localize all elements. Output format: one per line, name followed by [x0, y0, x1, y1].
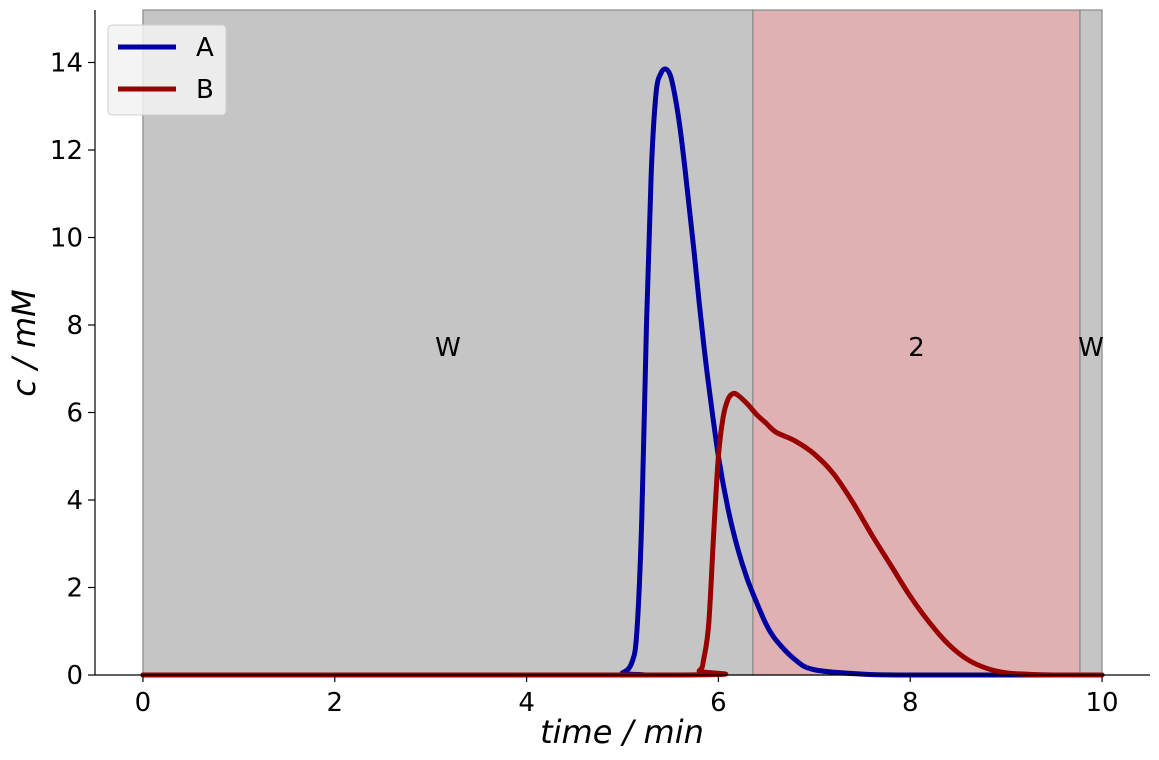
- x-tick-label: 10: [1085, 688, 1118, 718]
- y-tick-label: 0: [66, 661, 83, 691]
- y-axis-label: c / mM: [5, 289, 43, 397]
- x-tick-label: 2: [326, 688, 343, 718]
- y-tick-label: 12: [50, 136, 83, 166]
- x-tick-label: 0: [135, 688, 152, 718]
- region-label-2: 2: [908, 333, 925, 363]
- x-tick-label: 8: [902, 688, 919, 718]
- x-tick-label: 4: [518, 688, 535, 718]
- region-label-1: W: [435, 333, 461, 363]
- legend-label-A: A: [196, 33, 214, 63]
- y-tick-label: 10: [50, 224, 83, 254]
- y-tick-label: 14: [50, 49, 83, 79]
- series-lines-group: [140, 66, 1105, 678]
- y-tick-label: 6: [66, 399, 83, 429]
- series-line-B: [140, 390, 1105, 678]
- y-tick-label: 8: [66, 311, 83, 341]
- legend-label-B: B: [196, 75, 214, 105]
- y-tick-label: 2: [66, 574, 83, 604]
- x-axis-label: time / min: [540, 713, 704, 751]
- region-band-1: [142, 9, 754, 676]
- region-band-2: [752, 9, 1081, 676]
- axes-group: 0 2 4 6 8 10 0 2 4 6 8 10 12 14: [50, 10, 1150, 718]
- legend: AB: [107, 24, 227, 116]
- x-tick-label: 6: [710, 688, 727, 718]
- region-label-3: W: [1078, 333, 1104, 363]
- region-shading-group: W 2 W: [142, 9, 1104, 676]
- series-line-A: [140, 66, 1105, 678]
- y-tick-label: 4: [66, 486, 83, 516]
